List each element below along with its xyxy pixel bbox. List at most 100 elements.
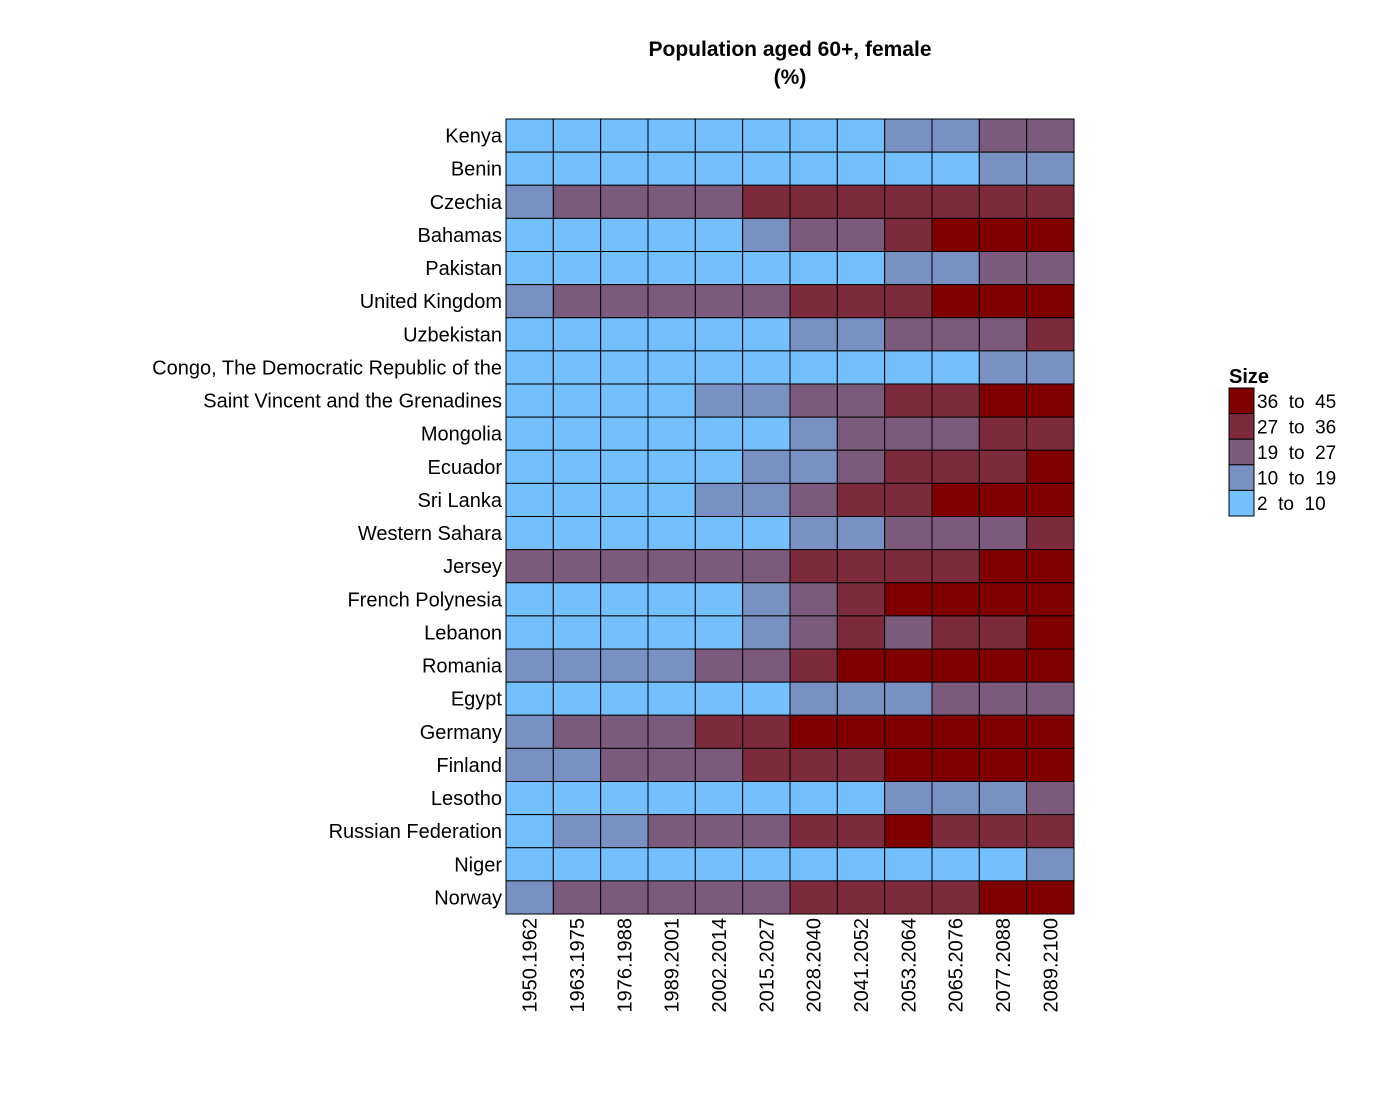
heatmap-cell bbox=[931, 747, 980, 783]
heatmap-cell bbox=[1026, 714, 1075, 749]
heatmap-cell bbox=[1026, 416, 1075, 451]
heatmap-cell bbox=[505, 681, 554, 716]
heatmap-cell bbox=[505, 118, 554, 153]
heatmap-cell bbox=[505, 549, 554, 584]
heatmap-cell bbox=[884, 847, 933, 882]
heatmap-cell bbox=[505, 880, 554, 915]
heatmap-cell bbox=[836, 482, 886, 518]
heatmap-cell bbox=[552, 516, 602, 551]
heatmap-cell bbox=[884, 880, 933, 915]
heatmap-cell bbox=[978, 847, 1028, 882]
heatmap-cell bbox=[694, 251, 744, 286]
heatmap-cell bbox=[552, 880, 602, 915]
heatmap-cell bbox=[978, 284, 1028, 319]
heatmap-cell bbox=[505, 251, 554, 286]
legend-swatch bbox=[1228, 489, 1255, 517]
row-label: United Kingdom bbox=[360, 291, 502, 313]
heatmap-cell bbox=[600, 449, 649, 484]
legend-label: 27 to 36 bbox=[1257, 417, 1336, 438]
heatmap-cell bbox=[694, 317, 744, 352]
heatmap-cell bbox=[742, 714, 791, 749]
row-label: Romania bbox=[422, 656, 503, 678]
heatmap-cell bbox=[647, 482, 696, 518]
heatmap-cell bbox=[1026, 880, 1075, 915]
heatmap-cell bbox=[742, 648, 791, 683]
heatmap-cell bbox=[978, 814, 1028, 849]
heatmap-cell bbox=[931, 118, 980, 153]
heatmap-cell bbox=[978, 350, 1028, 385]
heatmap-cell bbox=[552, 184, 602, 219]
heatmap-cell bbox=[742, 582, 791, 617]
row-label: Benin bbox=[451, 159, 502, 181]
heatmap-cell bbox=[836, 747, 886, 783]
heatmap-cell bbox=[1026, 383, 1075, 418]
heatmap-cell bbox=[978, 482, 1028, 518]
heatmap-cell bbox=[694, 482, 744, 518]
column-label: 1989.2001 bbox=[662, 918, 684, 1013]
heatmap-cell bbox=[789, 383, 838, 418]
heatmap-cell bbox=[931, 814, 980, 849]
heatmap-cell bbox=[647, 648, 696, 683]
heatmap-cell bbox=[789, 648, 838, 683]
heatmap-cell bbox=[789, 482, 838, 518]
heatmap-cell bbox=[742, 549, 791, 584]
heatmap-cell bbox=[742, 317, 791, 352]
heatmap-cell bbox=[836, 350, 886, 385]
heatmap-cell bbox=[742, 151, 791, 186]
row-label: Niger bbox=[454, 854, 502, 876]
heatmap-cell bbox=[931, 482, 980, 518]
heatmap-cell bbox=[552, 549, 602, 584]
heatmap-cell bbox=[884, 648, 933, 683]
heatmap-cell bbox=[884, 184, 933, 219]
heatmap-cell bbox=[742, 449, 791, 484]
heatmap-cell bbox=[647, 681, 696, 716]
heatmap-cell bbox=[931, 681, 980, 716]
heatmap-cell bbox=[931, 350, 980, 385]
row-label: Bahamas bbox=[418, 225, 503, 247]
heatmap-cell bbox=[884, 681, 933, 716]
row-label: Germany bbox=[420, 722, 502, 744]
heatmap-cell bbox=[789, 151, 838, 186]
heatmap-cell bbox=[505, 383, 554, 418]
heatmap-cell bbox=[552, 781, 602, 816]
heatmap-cell bbox=[1026, 449, 1075, 484]
row-label: Lesotho bbox=[431, 788, 502, 810]
heatmap-cell bbox=[647, 582, 696, 617]
heatmap-cell bbox=[647, 350, 696, 385]
heatmap-cell bbox=[552, 714, 602, 749]
heatmap-cell bbox=[789, 714, 838, 749]
heatmap-cell bbox=[694, 184, 744, 219]
heatmap-cell bbox=[742, 814, 791, 849]
heatmap-cell bbox=[1026, 615, 1075, 650]
heatmap-cell bbox=[978, 714, 1028, 749]
heatmap-cell bbox=[884, 582, 933, 617]
heatmap-cell bbox=[931, 615, 980, 650]
legend-swatch bbox=[1228, 413, 1255, 440]
heatmap-cell bbox=[931, 284, 980, 319]
column-label: 2002.2014 bbox=[709, 918, 731, 1013]
heatmap-cell bbox=[647, 549, 696, 584]
heatmap-cell bbox=[931, 151, 980, 186]
heatmap-cell bbox=[505, 151, 554, 186]
column-label: 2089.2100 bbox=[1040, 918, 1062, 1013]
legend-label: 36 to 45 bbox=[1257, 392, 1336, 413]
heatmap-cell bbox=[931, 516, 980, 551]
heatmap-cell bbox=[884, 549, 933, 584]
heatmap-cell bbox=[1026, 747, 1075, 783]
heatmap-cell bbox=[647, 747, 696, 783]
heatmap-cell bbox=[647, 615, 696, 650]
heatmap-cell bbox=[978, 615, 1028, 650]
column-label: 1976.1988 bbox=[614, 918, 636, 1013]
heatmap-cell bbox=[978, 251, 1028, 286]
heatmap-cell bbox=[647, 781, 696, 816]
heatmap-cell bbox=[836, 217, 886, 253]
row-label: Jersey bbox=[443, 556, 502, 578]
heatmap-cell bbox=[884, 814, 933, 849]
heatmap-cell bbox=[505, 416, 554, 451]
heatmap-cell bbox=[600, 516, 649, 551]
heatmap-cell bbox=[931, 416, 980, 451]
heatmap-cell bbox=[1026, 151, 1075, 186]
heatmap-cell bbox=[978, 781, 1028, 816]
heatmap-cell bbox=[600, 217, 649, 253]
heatmap-cell bbox=[647, 151, 696, 186]
